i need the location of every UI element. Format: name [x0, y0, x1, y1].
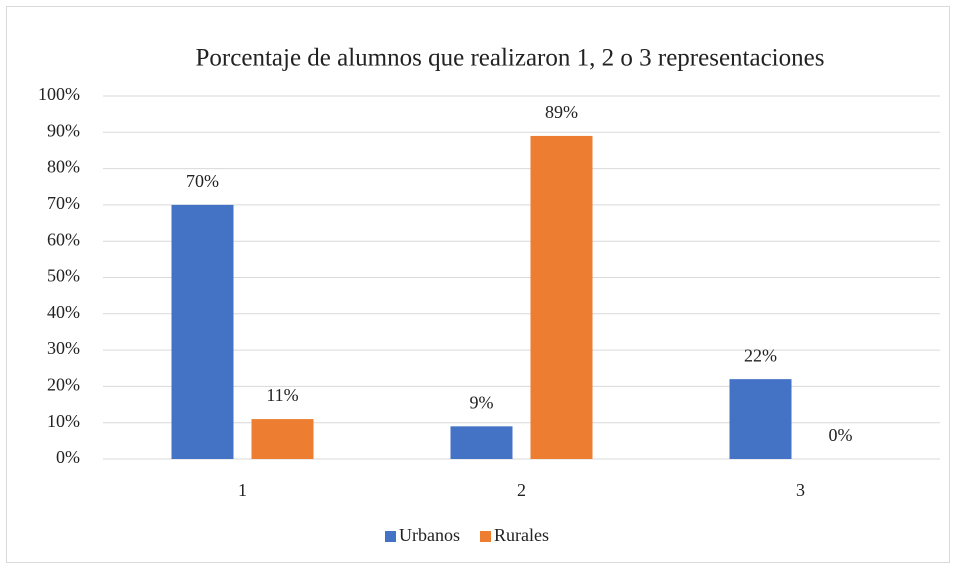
bar — [171, 204, 234, 459]
x-tick-label: 2 — [517, 480, 526, 500]
legend-swatch — [480, 531, 491, 542]
y-tick-label: 30% — [47, 338, 80, 358]
bar — [729, 379, 792, 459]
data-label: 70% — [186, 171, 219, 191]
y-tick-label: 10% — [47, 411, 80, 431]
bar — [251, 419, 314, 459]
y-tick-label: 20% — [47, 375, 80, 395]
data-label: 11% — [266, 385, 298, 405]
y-tick-label: 70% — [47, 193, 80, 213]
y-tick-label: 60% — [47, 229, 80, 249]
y-tick-label: 0% — [56, 447, 80, 467]
data-label: 89% — [545, 102, 578, 122]
bar — [450, 426, 513, 459]
legend-label: Urbanos — [399, 525, 460, 545]
x-tick-label: 3 — [796, 480, 805, 500]
data-label: 0% — [829, 425, 853, 445]
y-tick-label: 40% — [47, 302, 80, 322]
bar — [530, 135, 593, 459]
data-label: 9% — [470, 392, 494, 412]
y-tick-label: 90% — [47, 120, 80, 140]
y-tick-label: 80% — [47, 157, 80, 177]
x-tick-label: 1 — [238, 480, 247, 500]
legend-label: Rurales — [494, 525, 549, 545]
legend-swatch — [385, 531, 396, 542]
chart-border — [6, 6, 950, 563]
y-tick-label: 50% — [47, 266, 80, 286]
data-label: 22% — [744, 345, 777, 365]
chart-title: Porcentaje de alumnos que realizaron 1, … — [196, 45, 825, 72]
y-tick-label: 100% — [38, 84, 80, 104]
